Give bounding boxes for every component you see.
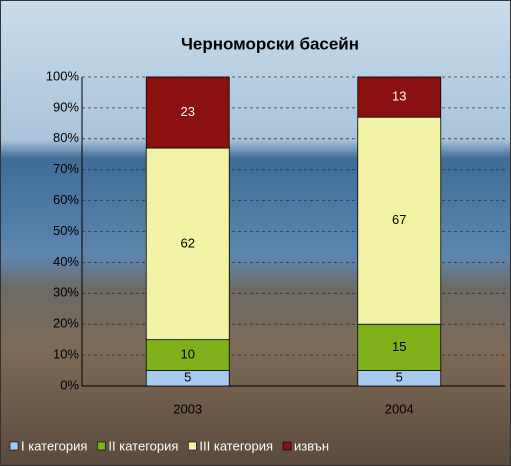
- bar-segment: [145, 339, 230, 371]
- bar-segment: [145, 76, 230, 149]
- legend-swatch: [9, 441, 19, 451]
- data-label: 62: [181, 235, 195, 250]
- y-tick-label: 10%: [53, 347, 79, 362]
- y-tick-label: 0%: [60, 377, 79, 392]
- bar-segment: [145, 147, 230, 341]
- data-label: 5: [396, 370, 403, 385]
- legend-label: извън: [294, 438, 329, 453]
- y-tick-label: 70%: [53, 161, 79, 176]
- y-tick-label: 50%: [53, 223, 79, 238]
- data-label: 23: [181, 104, 195, 119]
- y-tick-label: 40%: [53, 254, 79, 269]
- x-tick-label: 2003: [173, 401, 202, 416]
- bar-segment: [357, 76, 442, 118]
- bar-segment: [357, 116, 442, 325]
- y-tick-label: 90%: [53, 99, 79, 114]
- y-tick-label: 30%: [53, 285, 79, 300]
- data-label: 67: [392, 212, 406, 227]
- data-label: 5: [184, 370, 191, 385]
- legend-label: III категория: [199, 438, 273, 453]
- chart-title: Черноморски басейн: [181, 34, 359, 53]
- legend-swatch: [97, 441, 106, 451]
- legend-swatch: [282, 441, 292, 451]
- legend-swatch: [188, 441, 197, 451]
- legend-label: I категория: [21, 438, 87, 453]
- y-tick-label: 80%: [53, 130, 79, 145]
- bar-segment: [357, 323, 442, 371]
- data-label: 10: [181, 347, 195, 362]
- data-label: 13: [392, 89, 406, 104]
- legend-label: II категория: [108, 438, 178, 453]
- x-tick-label: 2004: [385, 401, 414, 416]
- data-label: 15: [392, 339, 406, 354]
- y-tick-label: 100%: [46, 68, 80, 83]
- y-tick-label: 60%: [53, 192, 79, 207]
- y-tick-label: 20%: [53, 316, 79, 331]
